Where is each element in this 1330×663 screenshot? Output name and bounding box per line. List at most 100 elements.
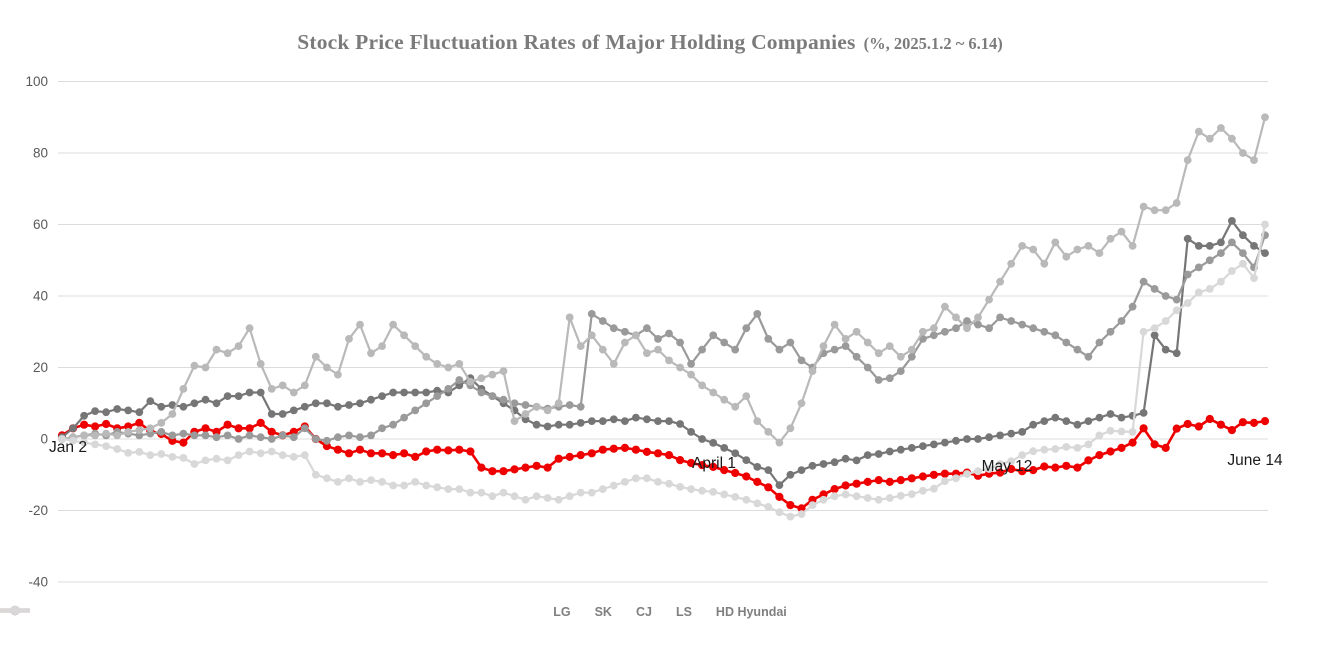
data-point-lg [355,445,365,454]
data-point-ls [687,370,695,379]
data-point-ls [1261,113,1269,122]
data-point-hd-hyundai [124,449,133,457]
data-point-hd-hyundai [267,447,276,456]
data-point-lg [1194,422,1203,431]
data-point-lg [124,422,133,431]
data-point-lg [267,427,276,436]
data-point-sk [775,481,784,489]
data-point-hd-hyundai [687,485,695,493]
data-point-cj [521,401,530,409]
legend-label-cj: CJ [635,605,652,619]
data-point-sk [367,395,375,404]
data-point-lg [1018,467,1027,476]
data-point-hd-hyundai [367,476,375,484]
y-axis-labels: 100 80 60 40 20 0 -20 -40 [25,74,48,590]
data-point-hd-hyundai [323,474,331,483]
data-point-sk [919,442,927,450]
data-point-sk [1018,428,1027,436]
data-point-cj [1228,238,1236,247]
data-point-lg [1238,418,1247,427]
data-point-ls [510,417,519,425]
data-point-hd-hyundai [1150,324,1159,333]
data-point-hd-hyundai [168,453,177,461]
data-point-lg [863,477,872,486]
data-point-lg [940,469,950,478]
data-point-lg [389,451,398,460]
data-point-sk [543,422,552,431]
data-point-hd-hyundai [510,492,519,501]
data-point-hd-hyundai [632,474,640,483]
data-point-cj [433,392,442,400]
data-point-hd-hyundai [433,483,442,492]
data-point-cj [874,376,883,384]
data-point-sk [278,410,287,418]
data-point-lg [201,424,210,433]
y-tick-label: 40 [33,289,48,304]
data-point-lg [1260,417,1270,426]
data-point-sk [378,392,386,400]
data-point-cj [621,327,629,336]
data-point-ls [201,363,210,372]
data-point-sk [267,410,276,418]
data-point-sk [113,405,122,413]
data-point-cj [941,327,949,336]
data-point-lg [1095,451,1104,460]
data-point-ls [300,381,309,390]
data-point-sk [565,420,574,429]
legend-label-ls: LS [675,605,692,619]
data-point-cj [323,436,331,445]
data-point-lg [1040,462,1049,471]
data-point-ls [168,410,177,418]
data-point-ls [389,320,397,329]
data-point-cj [367,431,375,440]
data-point-lg [102,419,111,429]
data-point-lg [477,463,486,472]
data-point-hd-hyundai [58,435,66,443]
data-point-sk [422,388,431,397]
series-line-hd-hyundai [60,223,1267,518]
data-point-lg [378,449,387,458]
data-point-hd-hyundai [477,488,486,497]
data-point-lg [532,461,541,470]
data-point-ls [974,313,982,322]
data-point-sk [1150,331,1159,340]
data-point-cj [565,401,574,409]
data-point-ls [499,367,508,375]
data-point-lg [631,445,641,454]
data-point-lg [576,451,585,460]
data-point-cj [1183,270,1192,279]
data-point-hd-hyundai [775,508,784,517]
data-point-hd-hyundai [1194,288,1203,297]
data-point-lg [587,449,596,458]
data-point-hd-hyundai [400,481,408,490]
data-point-cj [1217,249,1225,257]
data-point-lg [709,462,718,471]
data-point-sk [576,419,585,427]
data-point-hd-hyundai [521,495,530,504]
data-point-ls [1062,252,1071,261]
data-point-cj [709,331,718,340]
data-point-cj [1161,292,1170,300]
data-point-sk [1228,217,1236,225]
data-point-ls [234,342,243,350]
data-point-cj [598,317,607,325]
data-point-hd-hyundai [576,488,585,497]
data-point-lg [786,501,795,510]
data-point-lg [422,447,431,456]
data-point-ls [775,438,784,447]
data-point-cj [587,310,596,318]
data-point-sk [598,417,607,425]
data-point-cj [930,331,938,340]
data-point-sk [1217,238,1225,247]
data-point-ls [411,342,420,350]
data-point-sk [356,399,364,408]
data-point-ls [179,385,188,393]
data-point-ls [245,324,254,333]
data-point-hd-hyundai [1239,259,1247,268]
data-point-hd-hyundai [345,474,353,483]
data-point-ls [1250,156,1258,165]
data-point-cj [885,374,894,383]
data-point-sk [102,408,110,417]
data-point-hd-hyundai [102,442,110,450]
data-point-lg [797,504,806,513]
